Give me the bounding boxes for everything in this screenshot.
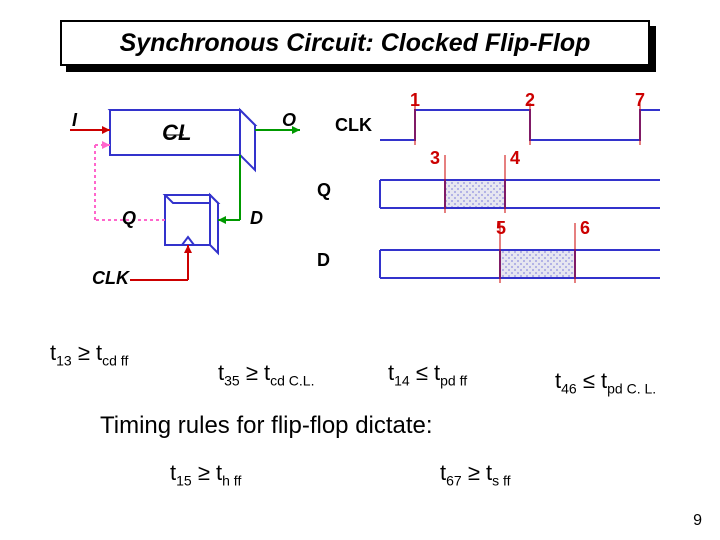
rules-text: Timing rules for flip-flop dictate: (100, 412, 433, 440)
eq5-op: ≥ t (192, 460, 222, 485)
label-O: O (282, 110, 296, 131)
num-5: 5 (496, 218, 506, 239)
svg-text:C: C (162, 120, 179, 145)
eq4-op: ≤ t (577, 368, 607, 393)
eq1-sub1: 13 (56, 352, 72, 368)
eq6-op: ≥ t (462, 460, 492, 485)
wave-label-q: Q (317, 180, 331, 201)
label-I: I (72, 110, 77, 131)
page-number: 9 (693, 512, 702, 530)
eq-4: t46 ≤ tpd C. L. (555, 368, 656, 396)
num-6: 6 (580, 218, 590, 239)
eq-1: t13 ≥ tcd ff (50, 340, 128, 368)
label-Q: Q (122, 208, 136, 229)
eq-3: t14 ≤ tpd ff (388, 360, 467, 388)
eq2-sub1: 35 (224, 372, 240, 388)
num-7: 7 (635, 90, 645, 111)
eq6-sub1: 67 (446, 472, 462, 488)
wave-label-clk: CLK (335, 115, 372, 136)
eq2-sub2: cd C.L. (270, 372, 314, 388)
wave-label-d: D (317, 250, 330, 271)
svg-text:L: L (178, 120, 191, 145)
label-CLK: CLK (92, 268, 129, 289)
eq6-sub2: s ff (492, 472, 510, 488)
num-4: 4 (510, 148, 520, 169)
title-text: Synchronous Circuit: Clocked Flip-Flop (120, 29, 591, 58)
eq1-op: ≥ t (72, 340, 102, 365)
eq1-sub2: cd ff (102, 352, 128, 368)
eq-5: t15 ≥ th ff (170, 460, 241, 488)
eq3-sub2: pd ff (440, 372, 467, 388)
eq2-op: ≥ t (240, 360, 270, 385)
eq4-sub2: pd C. L. (607, 380, 656, 396)
eq3-op: ≤ t (410, 360, 440, 385)
label-D: D (250, 208, 263, 229)
timing-waveforms (340, 95, 670, 315)
num-2: 2 (525, 90, 535, 111)
eq-6: t67 ≥ ts ff (440, 460, 511, 488)
title-box: Synchronous Circuit: Clocked Flip-Flop (60, 20, 650, 66)
eq5-sub2: h ff (222, 472, 241, 488)
num-1: 1 (410, 90, 420, 111)
eq-2: t35 ≥ tcd C.L. (218, 360, 314, 388)
eq5-sub1: 15 (176, 472, 192, 488)
num-3: 3 (430, 148, 440, 169)
eq4-sub1: 46 (561, 380, 577, 396)
eq3-sub1: 14 (394, 372, 410, 388)
